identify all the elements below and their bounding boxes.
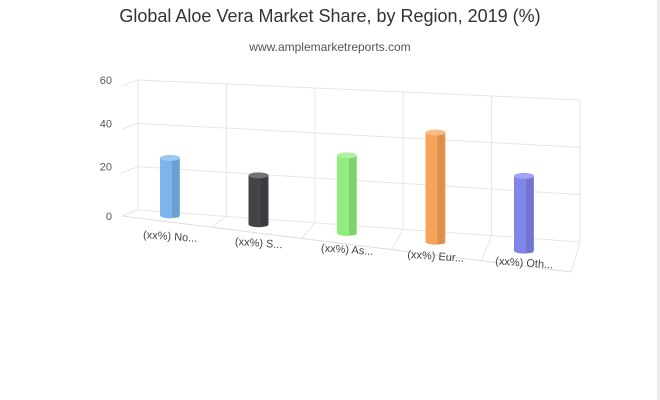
gridline (480, 235, 493, 261)
bar-shade (349, 155, 356, 235)
bar-shade (172, 157, 179, 218)
x-tick-label: (xx%) Eur... (407, 249, 465, 265)
y-axis: 0 20 40 60 (100, 75, 112, 223)
gridline (137, 209, 581, 243)
y-tick-label: 0 (106, 211, 112, 223)
y-tick-label: 20 (100, 162, 112, 174)
gridline (390, 228, 404, 250)
x-tick-label: (xx%) S... (235, 236, 283, 251)
gridline (137, 122, 581, 148)
gridline (121, 122, 139, 130)
bar-shade (260, 175, 268, 227)
bar-shade (437, 132, 445, 244)
bar-shade (526, 175, 533, 253)
gridline (570, 241, 581, 273)
bar-top (514, 172, 534, 179)
chart-subtitle: www.amplemarketreports.com (249, 40, 411, 54)
y-tick-label: 40 (100, 118, 112, 130)
bar-top (248, 172, 269, 179)
gridline (121, 209, 139, 217)
bar-top (337, 152, 357, 159)
bar-top (160, 154, 180, 161)
frame-edge (657, 0, 660, 400)
gridline (211, 215, 227, 228)
gridline (137, 166, 581, 196)
x-tick-label: (xx%) Oth... (495, 255, 554, 271)
y-tick-label: 60 (100, 75, 112, 87)
floor-edge (121, 215, 572, 273)
chart-bars (160, 129, 534, 254)
bar-1 (160, 154, 180, 219)
x-axis: (xx%) No... (xx%) S... (xx%) As... (xx%) Eu… (143, 229, 554, 271)
bar-top (425, 129, 446, 136)
gridline (121, 166, 139, 174)
gridline (301, 222, 316, 239)
chart-grid (121, 79, 581, 273)
bar-4 (425, 129, 446, 245)
gridline (121, 79, 139, 87)
x-tick-label: (xx%) As... (321, 242, 374, 258)
bar-5 (514, 172, 534, 254)
bar-3 (337, 152, 357, 236)
x-tick-label: (xx%) No... (143, 229, 198, 245)
chart-title: Global Aloe Vera Market Share, by Region… (119, 6, 541, 26)
gridline (137, 79, 581, 101)
bar-2 (248, 172, 269, 228)
